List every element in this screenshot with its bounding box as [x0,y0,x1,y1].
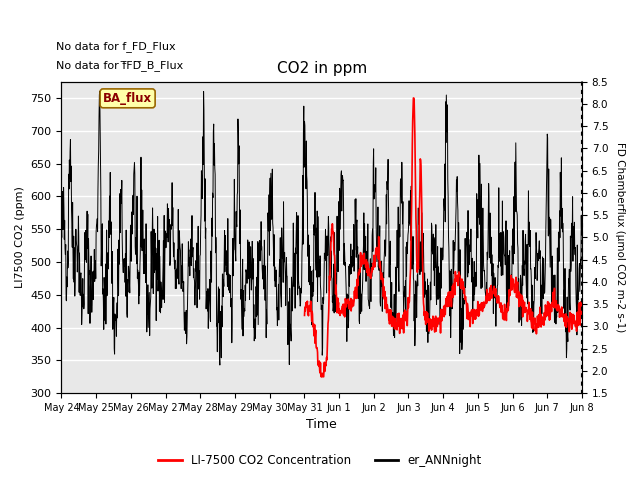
X-axis label: Time: Time [307,419,337,432]
Text: No data for f̅FD̅_B_Flux: No data for f̅FD̅_B_Flux [56,60,184,71]
Legend: LI-7500 CO2 Concentration, er_ANNnight: LI-7500 CO2 Concentration, er_ANNnight [153,449,487,472]
Text: No data for f_FD_Flux: No data for f_FD_Flux [56,41,176,52]
Title: CO2 in ppm: CO2 in ppm [276,61,367,76]
Y-axis label: FD Chamberflux (μmol CO2 m-2 s-1): FD Chamberflux (μmol CO2 m-2 s-1) [615,142,625,333]
Text: BA_flux: BA_flux [103,92,152,105]
Y-axis label: LI7500 CO2 (ppm): LI7500 CO2 (ppm) [15,186,25,288]
